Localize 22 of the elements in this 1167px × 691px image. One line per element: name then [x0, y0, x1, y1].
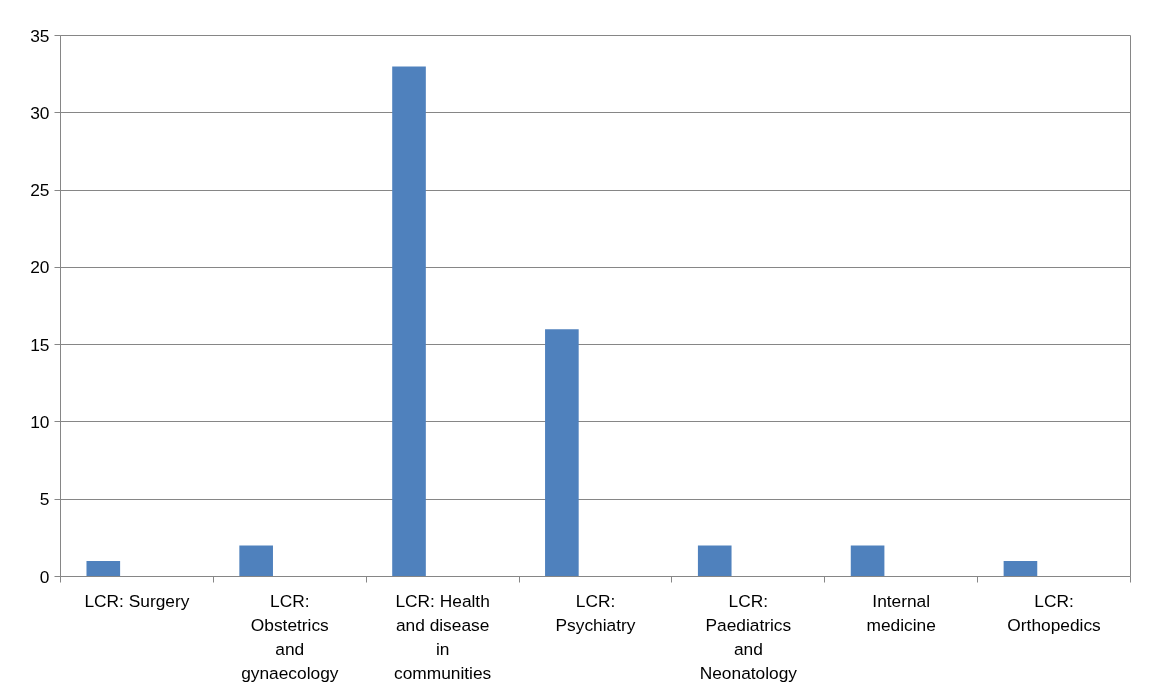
bar	[392, 66, 426, 577]
bar	[86, 561, 121, 577]
y-tick-label: 25	[30, 180, 50, 201]
x-tick-label: LCR: Obstetrics and gynaecology	[241, 590, 339, 683]
y-tick-label: 5	[39, 489, 50, 510]
x-tick-label: LCR: Psychiatry	[555, 590, 636, 635]
x-tick-label: LCR: Orthopedics	[1007, 590, 1102, 635]
y-tick-label: 20	[30, 257, 50, 278]
bar	[1003, 561, 1038, 577]
bar	[850, 545, 885, 577]
x-tick-label: LCR: Health and disease in communities	[394, 590, 492, 683]
x-tick-label: LCR: Paediatrics and Neonatology	[699, 590, 798, 683]
x-tick-label: Internal medicine	[866, 590, 936, 635]
bar	[697, 545, 732, 577]
y-tick-label: 35	[30, 25, 50, 46]
y-tick-label: 10	[30, 411, 50, 432]
y-tick-label: 30	[30, 102, 50, 123]
x-tick-label: LCR: Surgery	[84, 590, 190, 611]
y-tick-label: 15	[30, 334, 50, 355]
bar	[239, 545, 273, 577]
bar	[545, 329, 579, 577]
y-tick-label: 0	[39, 566, 50, 587]
